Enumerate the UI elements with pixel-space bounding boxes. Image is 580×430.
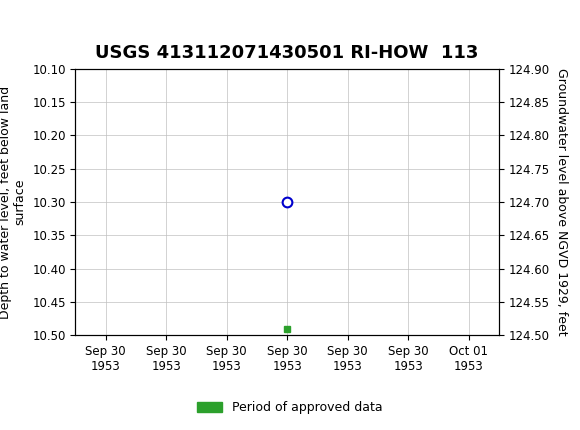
Title: USGS 413112071430501 RI-HOW  113: USGS 413112071430501 RI-HOW 113	[96, 44, 478, 61]
Text: ≡USGS: ≡USGS	[6, 16, 93, 36]
Legend: Period of approved data: Period of approved data	[192, 396, 388, 419]
Y-axis label: Depth to water level, feet below land
surface: Depth to water level, feet below land su…	[0, 86, 27, 319]
Y-axis label: Groundwater level above NGVD 1929, feet: Groundwater level above NGVD 1929, feet	[555, 68, 568, 336]
